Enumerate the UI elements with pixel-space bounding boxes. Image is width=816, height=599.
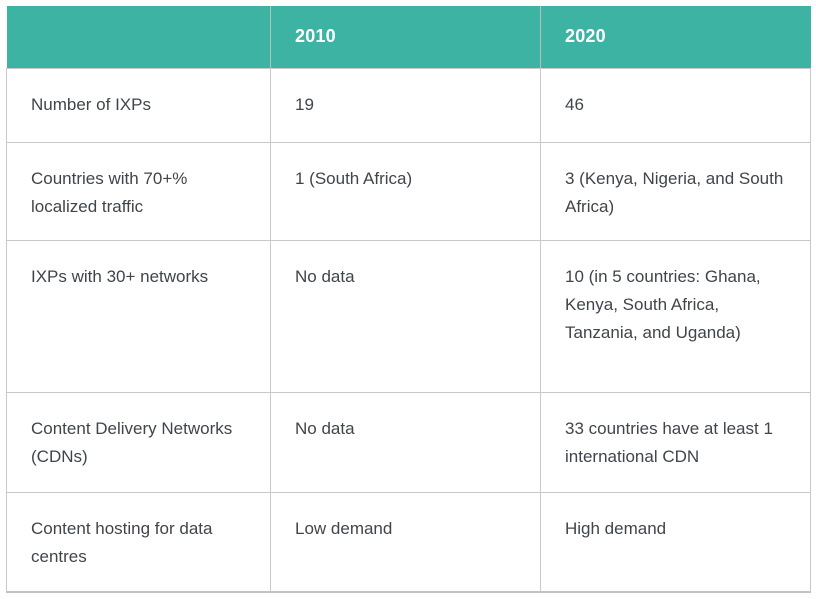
row-label-cell: Content Delivery Networks (CDNs) [6,391,271,493]
column-header-2020: 2020 [540,6,811,69]
row-label-cell: Number of IXPs [6,67,271,143]
row-label-cell: Countries with 70+% localized traffic [6,141,271,241]
table-row: Content hosting for data centres Low dem… [6,491,811,593]
value-cell-2020: 10 (in 5 countries: Ghana, Kenya, South … [540,239,811,393]
value-cell-2010: 1 (South Africa) [270,141,541,241]
value-cell-2020: 46 [540,67,811,143]
comparison-table-container: 2010 2020 Number of IXPs 19 46 Countries… [6,6,811,593]
comparison-table: 2010 2020 Number of IXPs 19 46 Countries… [6,6,811,593]
row-label-cell: IXPs with 30+ networks [6,239,271,393]
header-row: 2010 2020 [6,6,811,69]
table-row: IXPs with 30+ networks No data 10 (in 5 … [6,239,811,393]
table-row: Countries with 70+% localized traffic 1 … [6,141,811,241]
column-header-2010: 2010 [270,6,541,69]
value-cell-2020: 3 (Kenya, Nigeria, and South Africa) [540,141,811,241]
table-row: Content Delivery Networks (CDNs) No data… [6,391,811,493]
row-label-cell: Content hosting for data centres [6,491,271,593]
value-cell-2010: No data [270,391,541,493]
value-cell-2010: No data [270,239,541,393]
table-row: Number of IXPs 19 46 [6,67,811,143]
value-cell-2020: 33 countries have at least 1 internation… [540,391,811,493]
value-cell-2020: High demand [540,491,811,593]
value-cell-2010: 19 [270,67,541,143]
column-header-blank [6,6,271,69]
value-cell-2010: Low demand [270,491,541,593]
